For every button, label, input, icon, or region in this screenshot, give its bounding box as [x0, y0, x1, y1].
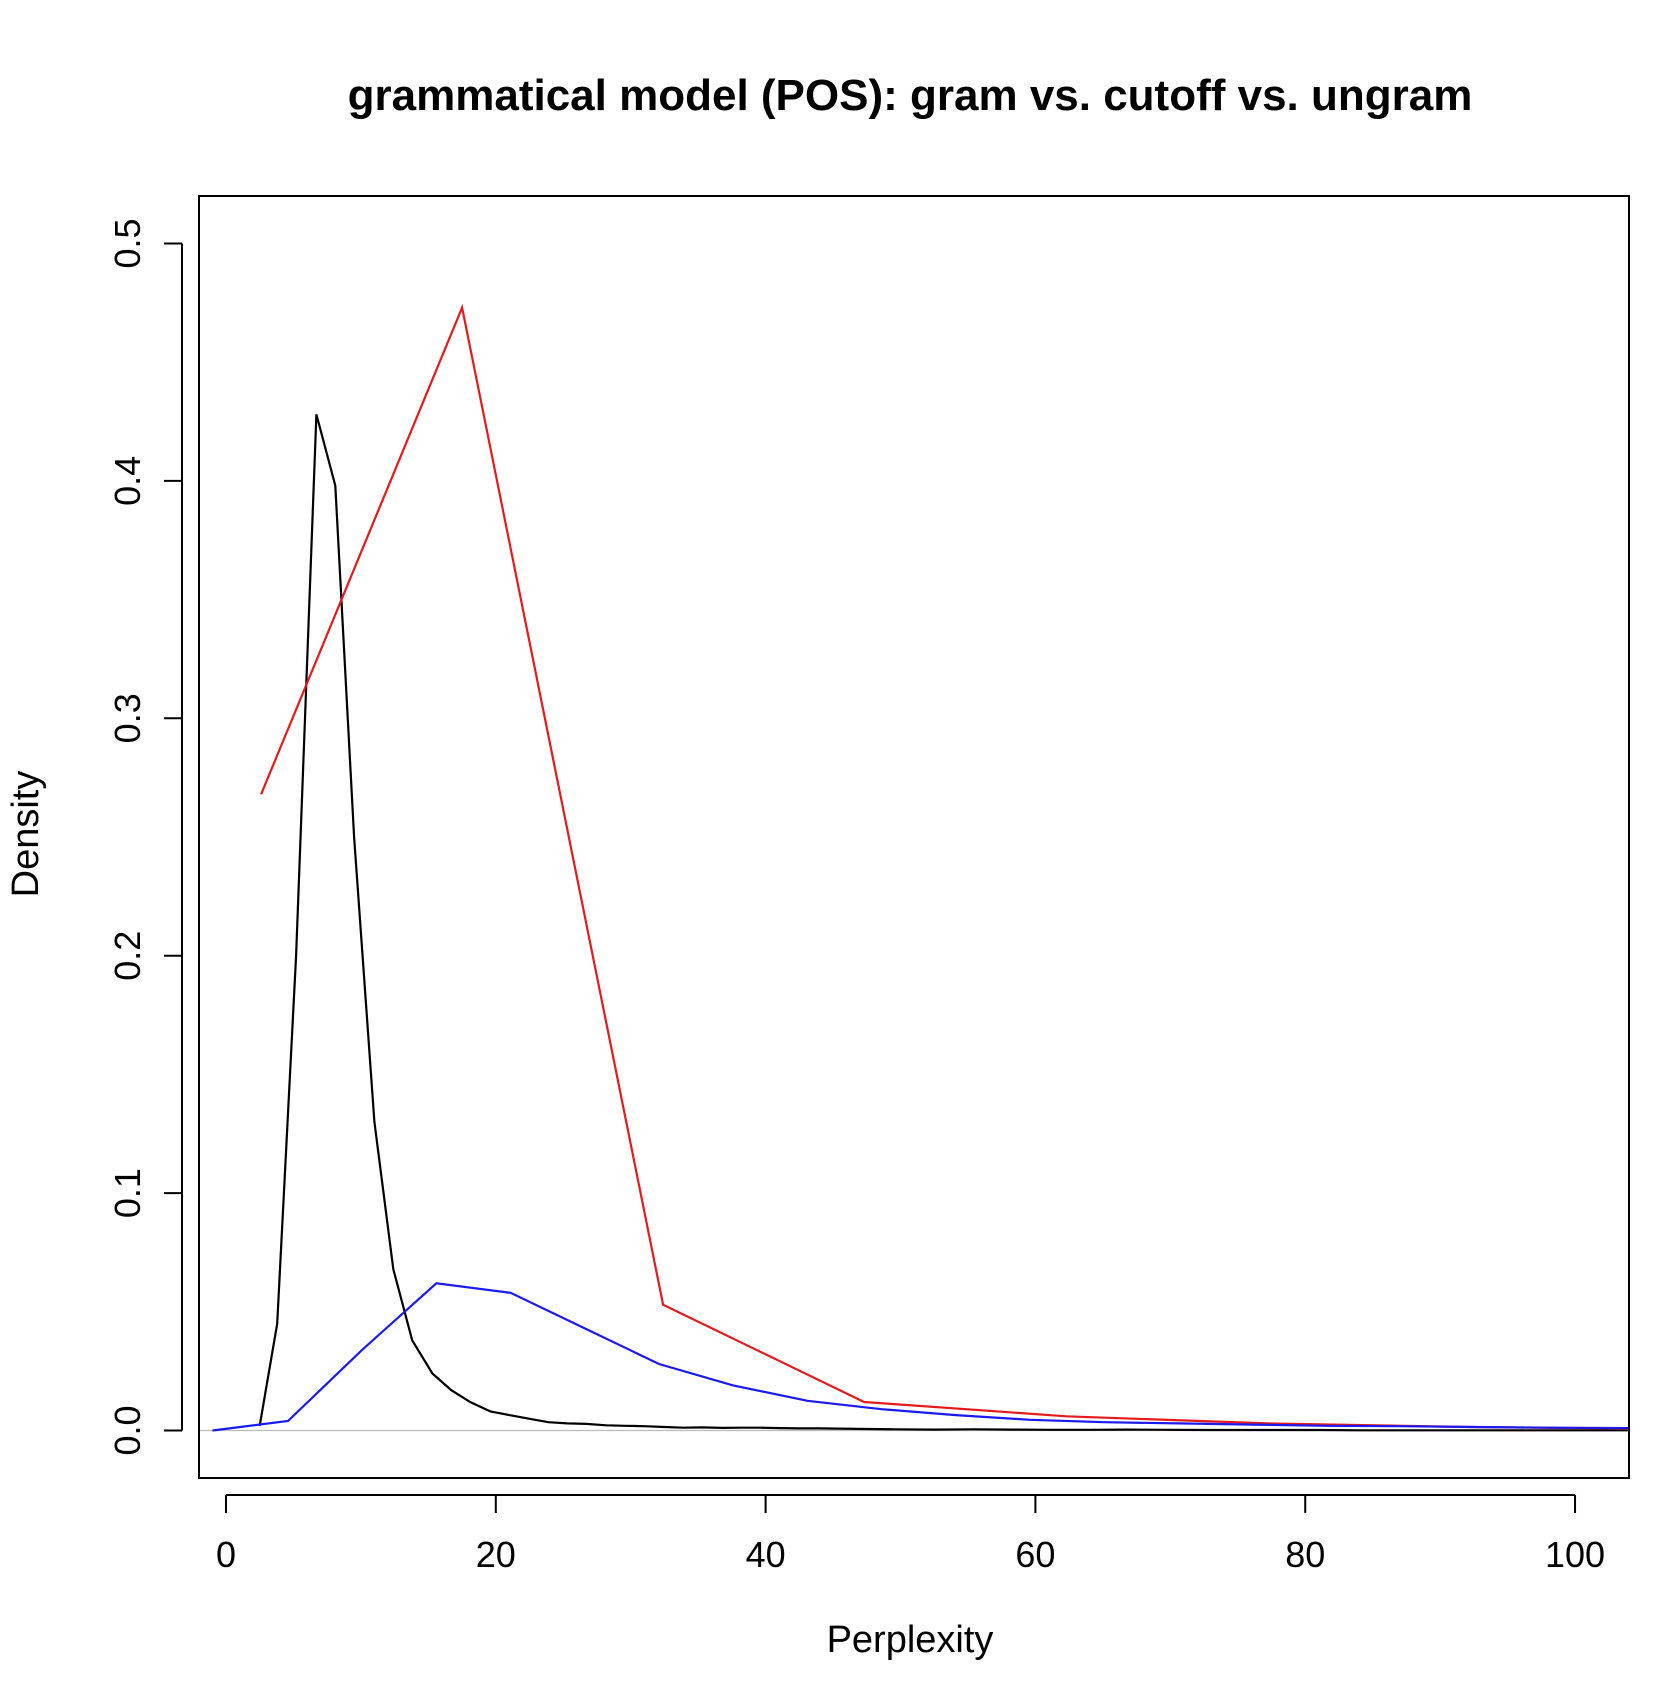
x-axis-label: Perplexity — [827, 1619, 994, 1661]
y-tick-label: 0.3 — [107, 693, 148, 743]
x-tick-label: 80 — [1285, 1534, 1325, 1575]
series-line-3 — [212, 1282, 1629, 1432]
x-tick-label: 0 — [216, 1534, 236, 1575]
series-line-1 — [258, 414, 1629, 1432]
y-tick-label: 0.5 — [107, 218, 148, 268]
x-tick-label: 20 — [476, 1534, 516, 1575]
plot-frame — [198, 195, 1630, 1479]
y-tick-label: 0.2 — [107, 931, 148, 981]
y-axis: 0.0 0.1 0.2 0.3 0.4 0.5 — [107, 218, 183, 1456]
y-tick-label: 0.1 — [107, 1168, 148, 1218]
x-tick-label: 40 — [746, 1534, 786, 1575]
y-tick-label: 0.0 — [107, 1405, 148, 1455]
x-tick-label: 60 — [1015, 1534, 1055, 1575]
y-axis-label: Density — [5, 771, 47, 898]
chart-title: grammatical model (POS): gram vs. cutoff… — [348, 71, 1473, 120]
plot-layer: 0 20 40 60 80 100 0.0 0.1 0.2 0.3 0.4 0.5 — [107, 218, 1629, 1575]
y-tick-label: 0.4 — [107, 456, 148, 506]
x-axis: 0 20 40 60 80 100 — [216, 1494, 1605, 1575]
series-group — [212, 303, 1629, 1432]
x-tick-label: 100 — [1545, 1534, 1605, 1575]
